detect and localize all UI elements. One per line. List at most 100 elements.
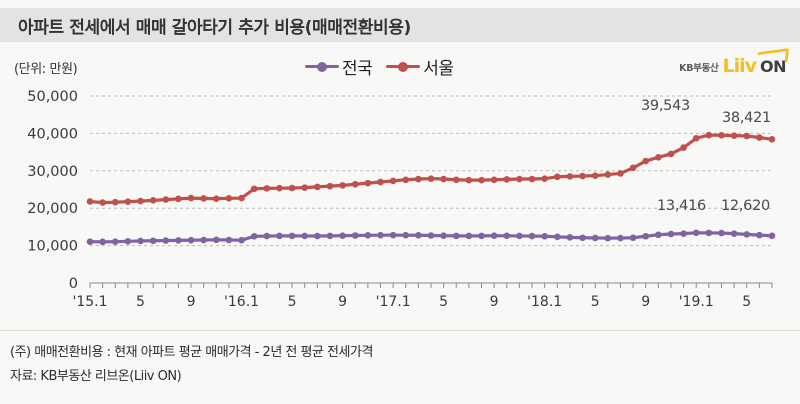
data-point xyxy=(124,237,132,245)
data-point xyxy=(351,232,359,239)
data-point xyxy=(756,231,763,239)
legend-item-seoul[interactable]: 서울 xyxy=(386,54,454,79)
data-point xyxy=(288,232,296,240)
footnote-source: 자료: KB부동산 리브온(Liiv ON) xyxy=(10,369,182,384)
data-point xyxy=(579,234,586,242)
data-point xyxy=(314,183,321,191)
data-point xyxy=(99,238,106,246)
data-point xyxy=(351,180,359,188)
data-point xyxy=(250,233,258,240)
data-point xyxy=(187,194,195,202)
nation-peak-label: 13,416 xyxy=(657,198,706,214)
data-point xyxy=(389,177,397,185)
data-point xyxy=(642,232,650,240)
data-point xyxy=(490,232,498,239)
data-point xyxy=(768,232,776,240)
kb-brand-text: KB부동산 xyxy=(679,62,719,74)
data-point xyxy=(591,172,599,179)
data-point xyxy=(478,232,485,240)
data-point xyxy=(629,164,637,172)
data-point xyxy=(301,184,309,191)
legend-item-nation[interactable]: 전국 xyxy=(305,54,373,79)
data-point xyxy=(541,175,548,182)
data-point xyxy=(175,237,182,244)
legend-label-seoul: 서울 xyxy=(423,59,454,79)
data-point xyxy=(238,194,245,202)
data-point xyxy=(225,236,233,244)
data-point xyxy=(680,230,687,237)
data-point xyxy=(516,175,523,183)
nation-latest-label: 12,620 xyxy=(721,198,770,214)
data-point xyxy=(427,232,435,239)
data-point xyxy=(314,232,321,240)
kb-liiv-on-logo: KB부동산 Liiv ON xyxy=(679,47,790,76)
data-point xyxy=(225,194,233,202)
footnote-definition: (주) 매매전환비용 : 현재 아파트 평균 매매가격 - 2년 전 평균 전세… xyxy=(10,345,373,360)
data-point xyxy=(389,231,397,239)
data-point xyxy=(149,237,157,245)
chart-canvas: 0 10,000 20,000 30,000 40,000 50,000 '15.1 5 9 '1… xyxy=(0,85,800,310)
house-roof-icon xyxy=(755,47,790,67)
legend-label-nation: 전국 xyxy=(342,59,373,79)
data-point xyxy=(730,230,738,237)
data-point xyxy=(566,234,574,241)
chart-title-bar: 아파트 전세에서 매매 갈아타기 추가 비용(매매전환비용) xyxy=(0,8,800,42)
data-point xyxy=(465,232,473,240)
data-point xyxy=(86,198,94,205)
line-chart-svg: 0 10,000 20,000 30,000 40,000 50,000 '15.1 5 9 '1… xyxy=(27,89,776,310)
data-point xyxy=(768,136,776,143)
seoul-latest-label: 38,421 xyxy=(722,110,771,126)
y-axis-tick-label: 30,000 xyxy=(27,164,78,180)
data-point xyxy=(111,198,119,206)
data-point xyxy=(263,185,271,192)
data-point xyxy=(364,179,372,187)
data-point xyxy=(579,172,586,180)
data-point xyxy=(175,195,182,203)
data-point xyxy=(642,157,650,165)
data-point xyxy=(212,195,220,202)
x-axis-tick-label: 9 xyxy=(490,294,499,310)
data-point xyxy=(339,232,346,239)
legend-swatch-nation xyxy=(305,60,339,74)
data-point xyxy=(553,173,561,181)
data-point xyxy=(667,150,675,158)
data-point xyxy=(528,175,536,183)
x-axis-tick-label: 5 xyxy=(136,294,145,310)
data-point xyxy=(718,229,725,237)
y-axis-tick-label: 20,000 xyxy=(27,201,78,217)
x-axis-tick-label: 5 xyxy=(288,294,297,310)
data-point xyxy=(415,175,422,183)
data-point xyxy=(478,176,485,184)
y-axis-tick-label: 0 xyxy=(69,276,78,292)
chart-legend: 전국 서울 xyxy=(305,54,454,79)
data-point xyxy=(326,232,334,240)
data-point xyxy=(200,195,207,202)
data-point xyxy=(617,234,624,242)
data-point xyxy=(591,234,599,242)
x-axis-tick-label: 5 xyxy=(439,294,448,310)
data-point xyxy=(503,232,511,240)
data-point xyxy=(655,154,662,161)
data-point xyxy=(187,236,195,244)
series-line-seoul xyxy=(88,133,774,205)
data-point xyxy=(377,231,384,239)
data-point xyxy=(137,197,144,205)
data-point xyxy=(415,231,422,239)
x-axis-tick-label: 5 xyxy=(591,294,600,310)
data-point xyxy=(452,232,460,240)
data-point xyxy=(301,232,309,240)
data-point xyxy=(680,144,687,151)
data-point xyxy=(162,196,170,203)
data-point xyxy=(124,198,132,205)
data-point xyxy=(326,182,334,190)
x-axis-tick-label: '18.1 xyxy=(527,294,562,310)
data-point xyxy=(212,236,220,244)
data-point xyxy=(99,199,106,206)
data-point xyxy=(490,176,498,184)
data-point xyxy=(276,232,283,240)
seoul-peak-label: 39,543 xyxy=(641,98,690,114)
data-point xyxy=(339,182,346,189)
data-point xyxy=(692,134,700,142)
data-point xyxy=(250,185,258,193)
